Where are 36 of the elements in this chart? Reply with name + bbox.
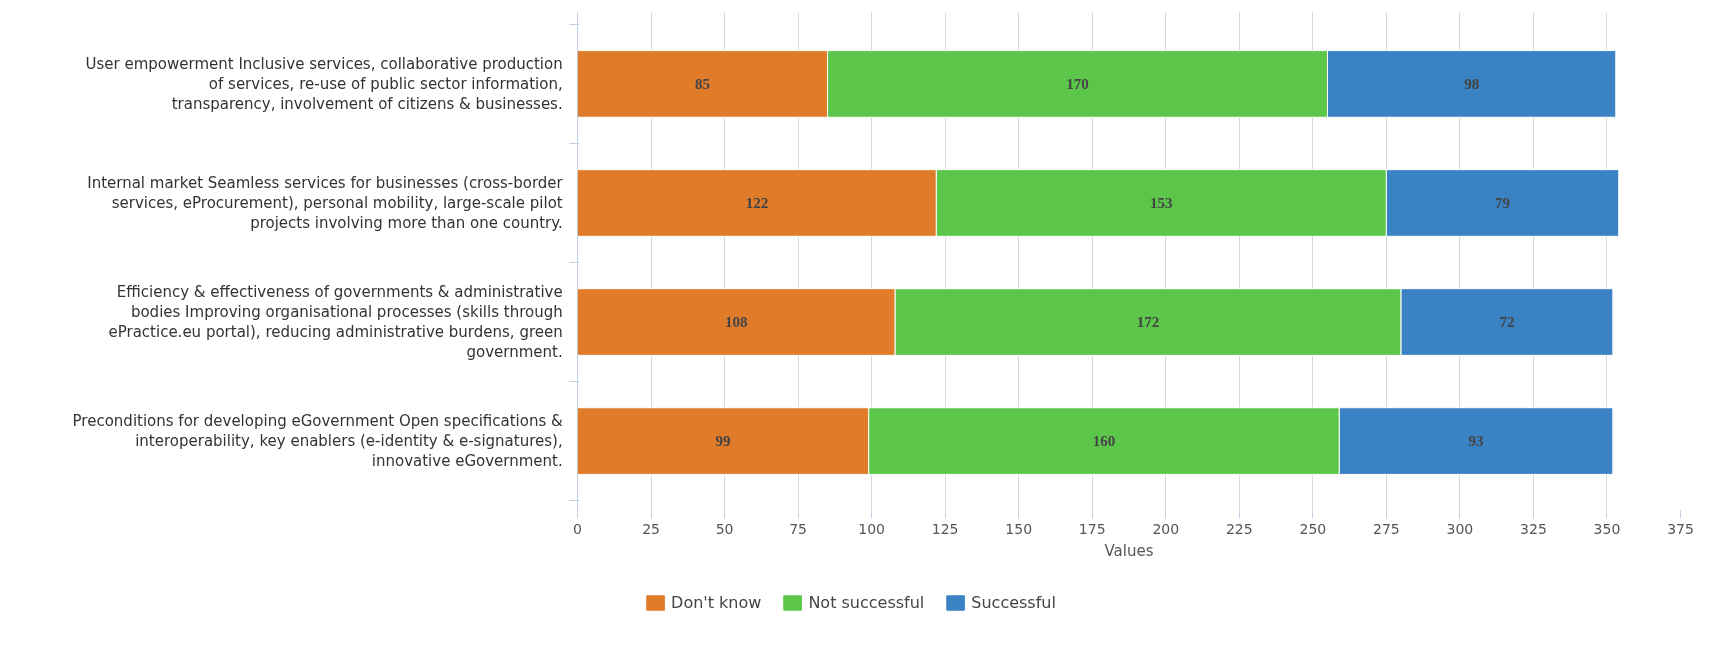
x-tick-label: 225 — [1225, 520, 1253, 537]
data-label: 160 — [1092, 433, 1116, 450]
x-tick-label: 150 — [1005, 520, 1033, 537]
x-tick-label: 125 — [931, 520, 959, 537]
data-label: 85 — [695, 75, 711, 92]
legend-label: Don't know — [671, 592, 762, 612]
data-label: 153 — [1150, 194, 1173, 211]
x-tick-label: 350 — [1593, 520, 1621, 537]
x-tick-label: 300 — [1446, 520, 1474, 537]
x-tick-label: 100 — [858, 520, 886, 537]
y-tick-label: User empowerment Inclusive services, collaborative production of services, re-use of public sector information, transparency, involvement of citizens & businesses. — [85, 54, 563, 113]
x-tick-label: 375 — [1667, 520, 1694, 537]
legend-label: Successful — [971, 592, 1056, 612]
data-label: 93 — [1468, 433, 1484, 450]
data-label: 99 — [715, 433, 731, 450]
data-label: 108 — [725, 314, 748, 331]
y-tick-label: Preconditions for developing eGovernment Open specifications & interoperability, key enablers (e-identity & e-signatures), innovative eGovernment. — [72, 412, 563, 471]
data-label: 170 — [1066, 75, 1089, 92]
x-tick-label: 25 — [642, 520, 660, 537]
x-tick-label: 75 — [789, 520, 808, 537]
data-label: 98 — [1464, 75, 1480, 92]
x-tick-label: 250 — [1299, 520, 1327, 537]
data-label: 79 — [1495, 194, 1511, 211]
x-tick-label: 200 — [1152, 520, 1180, 537]
y-tick-label: Internal market Seamless services for businesses (cross-border services, eProcurement), personal mobility, large-scale pilot projects involving more than one country. — [87, 173, 564, 232]
data-label: 72 — [1499, 314, 1515, 331]
x-tick-label: 325 — [1520, 520, 1547, 537]
data-label: 172 — [1136, 314, 1160, 331]
x-tick-label: 275 — [1373, 520, 1400, 537]
y-tick-label: Efficiency & effectiveness of governments & administrative bodies Improving organisational processes (skills through ePractice.eu portal), reducing administrative burdens, green government. — [108, 283, 563, 362]
x-tick-label: 50 — [715, 520, 734, 537]
data-label: 122 — [745, 194, 769, 211]
x-axis-title: Values — [1104, 541, 1154, 560]
legend-label: Not successful — [808, 592, 925, 612]
x-tick-label: 175 — [1078, 520, 1106, 537]
x-tick-label: 0 — [573, 520, 582, 537]
